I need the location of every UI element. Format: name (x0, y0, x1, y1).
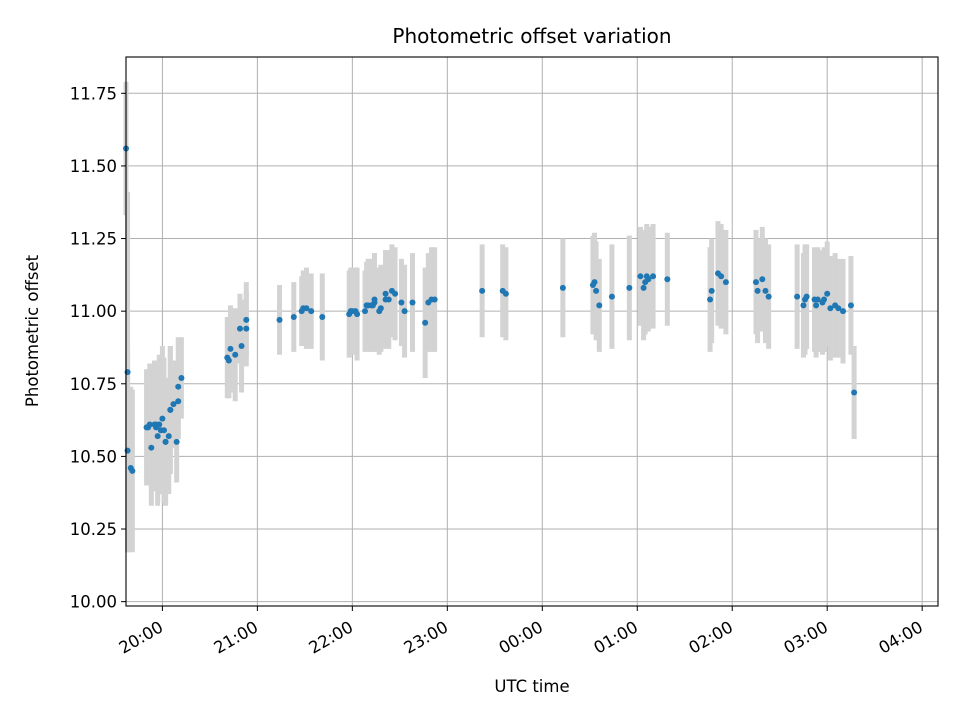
y-axis-ticks: 10.00 10.25 10.50 10.75 11.00 11.25 11.50 11.75 (70, 84, 126, 612)
data-point (377, 305, 384, 312)
data-point (173, 438, 180, 445)
data-point (371, 299, 378, 306)
data-point (409, 299, 416, 306)
data-point (794, 293, 801, 300)
data-point (814, 296, 821, 303)
data-point (175, 398, 182, 405)
data-point (382, 290, 389, 297)
data-point (422, 319, 429, 326)
data-point (354, 311, 361, 318)
data-point (591, 279, 598, 286)
y-tick-label: 10.00 (70, 593, 117, 612)
data-point (835, 305, 842, 312)
data-point (276, 316, 283, 323)
data-point (813, 302, 820, 309)
data-point (159, 415, 166, 422)
y-tick-label: 11.25 (70, 230, 117, 249)
data-point (765, 293, 772, 300)
data-point (479, 287, 486, 294)
data-point (754, 287, 761, 294)
data-point (308, 308, 315, 315)
data-point (593, 287, 600, 294)
chart-title: Photometric offset variation (392, 24, 671, 48)
data-point (178, 374, 185, 381)
data-point (243, 316, 250, 323)
data-point (762, 287, 769, 294)
data-point (362, 308, 369, 315)
y-tick-label: 10.25 (70, 520, 117, 539)
data-point (847, 302, 854, 309)
data-point (170, 401, 177, 408)
data-point (752, 279, 759, 286)
y-tick-label: 10.50 (70, 447, 117, 466)
data-point (227, 345, 234, 352)
y-tick-label: 10.75 (70, 375, 117, 394)
data-point (608, 293, 615, 300)
data-point (718, 273, 725, 280)
data-point (148, 444, 155, 451)
data-point (398, 299, 405, 306)
data-point (596, 302, 603, 309)
data-point (722, 279, 729, 286)
data-point (154, 433, 161, 440)
data-point (146, 421, 153, 428)
y-tick-label: 11.75 (70, 84, 117, 103)
y-tick-label: 11.50 (70, 157, 117, 176)
data-point (803, 293, 810, 300)
data-point (559, 284, 566, 291)
data-point (392, 290, 399, 297)
data-point (129, 467, 136, 474)
data-point (319, 313, 326, 320)
data-point (707, 296, 714, 303)
data-point (640, 284, 647, 291)
data-point (708, 287, 715, 294)
data-point (162, 438, 169, 445)
data-point (156, 421, 163, 428)
data-point (851, 389, 858, 396)
data-point (821, 296, 828, 303)
data-point (232, 351, 239, 358)
data-point (238, 343, 245, 350)
data-point (175, 383, 182, 390)
data-point (243, 325, 250, 332)
data-point (626, 284, 633, 291)
data-point (800, 302, 807, 309)
data-point (303, 305, 310, 312)
x-axis-title: UTC time (494, 677, 569, 696)
data-point (225, 357, 232, 364)
data-point (637, 273, 644, 280)
data-point (664, 276, 671, 283)
data-point (650, 273, 657, 280)
data-point (840, 308, 847, 315)
data-point (385, 296, 392, 303)
y-tick-label: 11.00 (70, 302, 117, 321)
data-point (236, 325, 243, 332)
data-point (502, 290, 509, 297)
y-axis-title: Photometric offset (23, 254, 42, 407)
data-point (160, 427, 167, 434)
data-point (431, 296, 438, 303)
data-point (290, 313, 297, 320)
data-point (401, 308, 408, 315)
data-point (167, 406, 174, 413)
data-point (165, 433, 172, 440)
data-point (645, 276, 652, 283)
data-point (759, 276, 766, 283)
plot-frame (125, 56, 939, 607)
data-point (827, 305, 834, 312)
data-point (824, 290, 831, 297)
